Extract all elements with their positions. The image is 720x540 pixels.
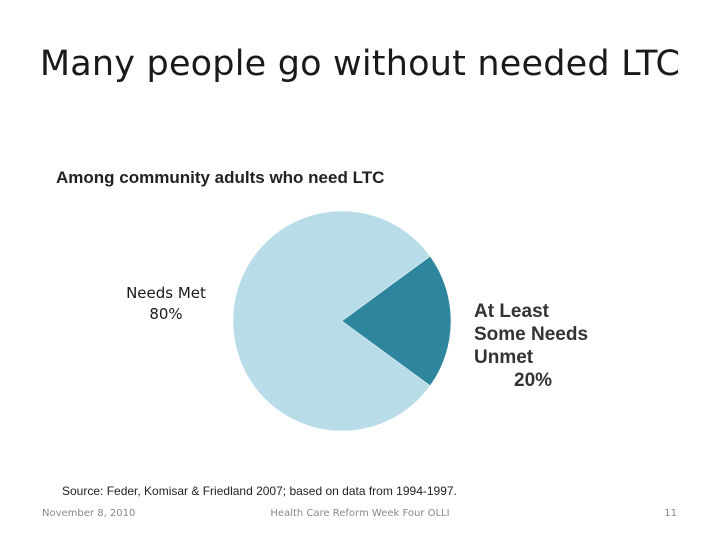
pie-slice-needs-met — [232, 210, 431, 432]
footer-page-number: 11 — [664, 508, 677, 519]
slice-label-needs-met-text: Needs Met — [126, 284, 206, 302]
slice-label-needs-met: Needs Met 80% — [118, 283, 214, 325]
slice-label-unmet-line-1: At Least — [474, 301, 549, 322]
slide-title: Many people go without needed LTC — [39, 44, 681, 84]
pie-slice-needs-unmet — [341, 255, 452, 387]
chart-subtitle: Among community adults who need LTC — [56, 168, 385, 187]
footer-date: November 8, 2010 — [42, 508, 136, 519]
footer-presentation-title: Health Care Reform Week Four OLLI — [270, 508, 450, 519]
slice-label-unmet-line-2: Some Needs — [474, 324, 589, 345]
source-note: Source: Feder, Komisar & Friedland 2007;… — [62, 484, 457, 498]
slice-label-needs-unmet: At Least Some Needs Unmet 20% — [474, 300, 588, 392]
slice-label-unmet-line-3: Unmet — [474, 347, 534, 368]
slice-label-needs-met-value: 80% — [149, 305, 183, 323]
slice-label-unmet-value: 20% — [514, 370, 553, 391]
